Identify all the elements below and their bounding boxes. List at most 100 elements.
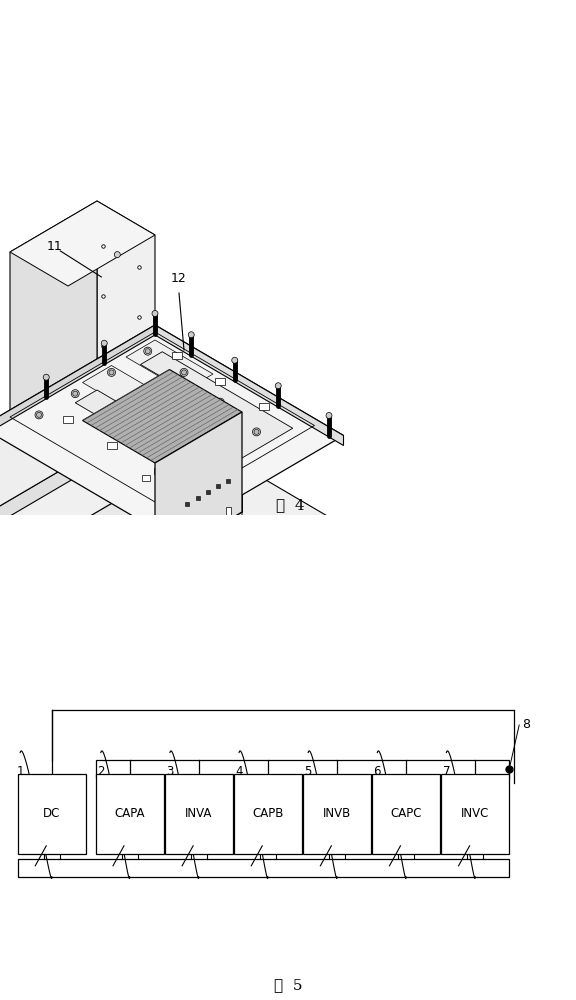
Circle shape (180, 368, 188, 376)
Polygon shape (0, 325, 343, 538)
Text: CAPC: CAPC (391, 807, 422, 820)
Bar (303, 774, 371, 854)
Polygon shape (199, 446, 228, 552)
Polygon shape (112, 394, 141, 502)
Circle shape (275, 383, 281, 389)
Bar (18, 859, 509, 877)
Bar (107, 442, 116, 448)
Circle shape (210, 455, 215, 460)
Text: 图  5: 图 5 (274, 978, 302, 992)
Circle shape (181, 370, 187, 375)
Bar (142, 475, 150, 481)
Circle shape (144, 347, 151, 355)
Polygon shape (0, 325, 155, 437)
Circle shape (252, 428, 260, 436)
Polygon shape (82, 470, 242, 563)
Circle shape (232, 357, 238, 363)
Ellipse shape (156, 422, 184, 434)
Polygon shape (213, 437, 242, 544)
Circle shape (326, 412, 332, 418)
Bar (206, 490, 210, 494)
Circle shape (101, 340, 107, 346)
Polygon shape (169, 369, 242, 512)
Circle shape (173, 398, 181, 406)
Bar (172, 352, 182, 359)
Circle shape (167, 480, 172, 485)
Circle shape (216, 398, 224, 406)
Circle shape (152, 310, 158, 316)
Ellipse shape (170, 414, 198, 426)
Circle shape (114, 252, 120, 258)
Text: INVC: INVC (461, 807, 490, 820)
Circle shape (151, 436, 159, 444)
Bar (165, 461, 173, 467)
Polygon shape (126, 386, 155, 493)
Text: 5: 5 (305, 765, 312, 778)
Circle shape (166, 506, 172, 512)
Bar (18, 774, 86, 854)
Circle shape (145, 349, 150, 354)
Bar (234, 774, 302, 854)
Text: 8: 8 (522, 718, 530, 732)
Text: INVB: INVB (323, 807, 351, 820)
Polygon shape (155, 412, 242, 563)
Text: 图  4: 图 4 (276, 498, 304, 512)
Ellipse shape (199, 448, 227, 460)
Bar (96, 760, 509, 778)
Circle shape (165, 479, 173, 487)
Circle shape (188, 332, 194, 338)
Bar (441, 774, 509, 854)
Circle shape (73, 391, 78, 396)
Polygon shape (141, 352, 293, 458)
Bar (154, 468, 162, 474)
Polygon shape (169, 412, 199, 518)
Text: 12: 12 (171, 272, 187, 285)
Circle shape (175, 400, 179, 405)
Text: CAPB: CAPB (252, 807, 283, 820)
Ellipse shape (112, 397, 140, 409)
Bar (215, 378, 225, 385)
Text: 6: 6 (373, 765, 381, 778)
Circle shape (115, 432, 123, 440)
Ellipse shape (127, 388, 154, 400)
Bar (372, 774, 440, 854)
Bar (216, 484, 220, 488)
Polygon shape (10, 201, 97, 432)
Bar (165, 774, 233, 854)
Text: 4: 4 (235, 765, 243, 778)
Polygon shape (97, 381, 155, 431)
Circle shape (129, 398, 137, 406)
Bar (225, 506, 230, 514)
Circle shape (218, 400, 223, 405)
Ellipse shape (113, 362, 122, 367)
Bar (195, 496, 199, 500)
Text: 3: 3 (166, 765, 173, 778)
Circle shape (254, 429, 259, 434)
Text: 11: 11 (46, 240, 62, 253)
Polygon shape (0, 415, 155, 533)
Circle shape (153, 438, 157, 443)
Text: DC: DC (43, 807, 60, 820)
Bar (208, 517, 213, 525)
Polygon shape (82, 365, 169, 416)
Polygon shape (155, 412, 242, 563)
Polygon shape (126, 340, 213, 391)
Bar (173, 537, 179, 545)
Polygon shape (75, 390, 228, 492)
Polygon shape (82, 369, 242, 463)
Text: 1: 1 (16, 765, 24, 778)
Bar (191, 527, 196, 535)
Polygon shape (0, 517, 184, 652)
Circle shape (209, 453, 217, 461)
Text: CAPA: CAPA (115, 807, 145, 820)
Polygon shape (82, 369, 242, 463)
Circle shape (109, 370, 114, 375)
Polygon shape (155, 325, 343, 446)
Text: 7: 7 (442, 765, 450, 778)
Circle shape (108, 368, 116, 376)
Bar (63, 416, 73, 423)
Bar (185, 502, 190, 506)
Polygon shape (97, 201, 155, 415)
Circle shape (36, 412, 41, 417)
Ellipse shape (214, 440, 241, 452)
